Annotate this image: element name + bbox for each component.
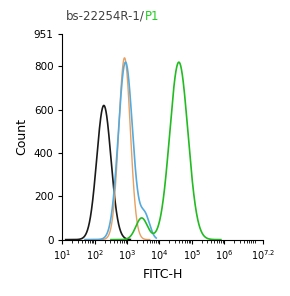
Y-axis label: Count: Count <box>15 118 28 155</box>
Text: bs-22254R-1/: bs-22254R-1/ <box>66 10 145 23</box>
X-axis label: FITC-H: FITC-H <box>142 268 183 281</box>
Text: P1: P1 <box>145 10 160 23</box>
